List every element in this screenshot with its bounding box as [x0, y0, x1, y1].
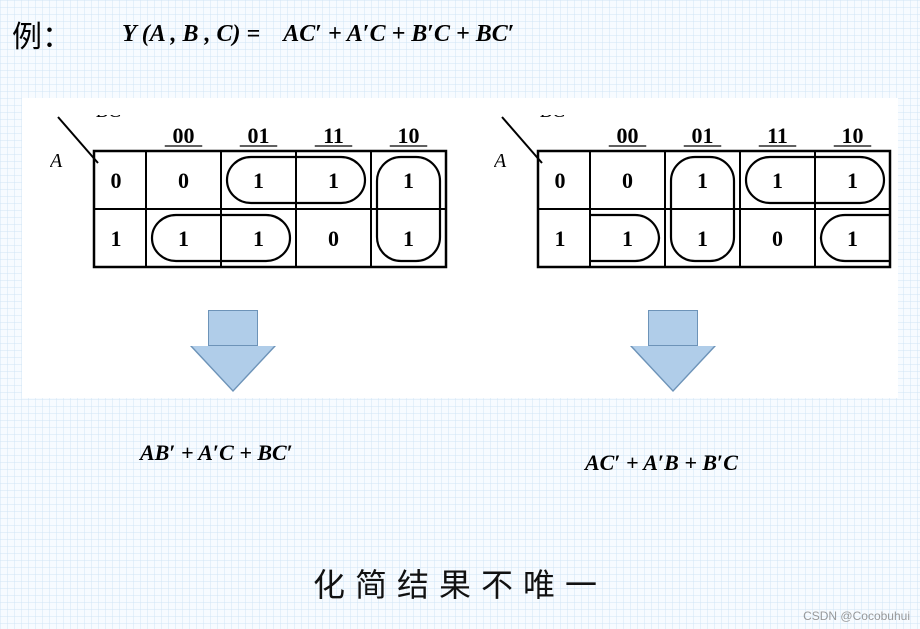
svg-text:1: 1: [253, 226, 264, 251]
svg-text:1: 1: [847, 168, 858, 193]
svg-text:00: 00: [617, 123, 639, 148]
svg-text:11: 11: [767, 123, 788, 148]
equation-rhs: AC′ + A′C + B′C + BC′: [283, 21, 514, 47]
svg-text:1: 1: [403, 168, 414, 193]
svg-text:11: 11: [323, 123, 344, 148]
arrow-head-icon: [190, 346, 276, 392]
svg-text:0: 0: [178, 168, 189, 193]
result-right: AC′ + A′B + B′C: [585, 450, 738, 476]
equation: Y (A , B , C) = AC′ + A′C + B′C + BC′: [122, 21, 514, 48]
svg-text:1: 1: [622, 226, 633, 251]
svg-text:1: 1: [111, 226, 122, 251]
bottom-text: 化简结果不唯一: [0, 560, 920, 606]
example-label: 例：: [12, 12, 72, 56]
svg-text:0: 0: [622, 168, 633, 193]
arrow-left: [190, 310, 310, 396]
svg-text:A: A: [50, 150, 63, 172]
svg-text:01: 01: [692, 123, 714, 148]
svg-text:1: 1: [328, 168, 339, 193]
arrow-stem-icon: [208, 310, 258, 346]
watermark: CSDN @Cocobuhui: [803, 609, 910, 623]
equation-row: 例： Y (A , B , C) = AC′ + A′C + B′C + BC′: [0, 0, 920, 56]
svg-text:1: 1: [178, 226, 189, 251]
svg-text:0: 0: [328, 226, 339, 251]
result-left: AB′ + A′C + BC′: [140, 440, 293, 466]
svg-text:1: 1: [697, 226, 708, 251]
svg-text:0: 0: [555, 168, 566, 193]
svg-text:00: 00: [173, 123, 195, 148]
svg-text:A: A: [494, 150, 507, 172]
svg-text:1: 1: [403, 226, 414, 251]
svg-text:BC: BC: [540, 115, 566, 122]
kmap-right: ABC000111100101111101: [494, 115, 896, 301]
arrow-right: [630, 310, 750, 396]
svg-text:BC: BC: [96, 115, 122, 122]
svg-text:0: 0: [111, 168, 122, 193]
svg-text:01: 01: [248, 123, 270, 148]
svg-text:0: 0: [772, 226, 783, 251]
svg-text:1: 1: [253, 168, 264, 193]
svg-text:10: 10: [842, 123, 864, 148]
equation-lhs: Y (A , B , C) =: [122, 21, 260, 47]
arrow-head-icon: [630, 346, 716, 392]
arrow-stem-icon: [648, 310, 698, 346]
svg-text:1: 1: [772, 168, 783, 193]
svg-text:1: 1: [697, 168, 708, 193]
svg-text:1: 1: [847, 226, 858, 251]
svg-text:10: 10: [398, 123, 420, 148]
kmap-left: ABC000111100101111101: [50, 115, 452, 301]
svg-text:1: 1: [555, 226, 566, 251]
